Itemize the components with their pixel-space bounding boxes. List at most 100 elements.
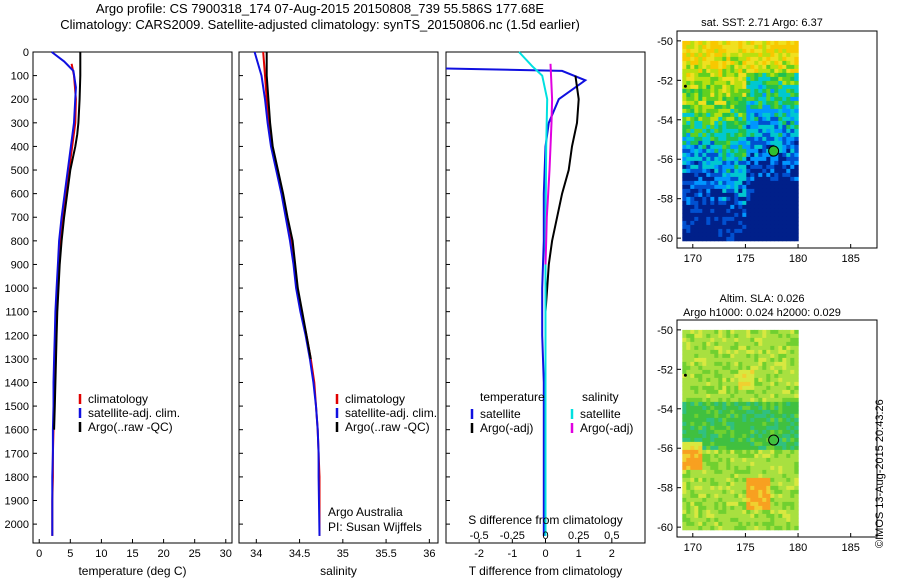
heat-cell	[694, 357, 699, 363]
heat-cell	[726, 224, 731, 230]
heat-cell	[722, 184, 727, 190]
heat-cell	[714, 525, 719, 531]
heat-cell	[766, 108, 771, 114]
heat-cell	[778, 345, 783, 351]
heat-cell	[718, 200, 723, 206]
heat-cell	[686, 393, 691, 399]
heat-cell	[750, 200, 755, 206]
heat-cell	[790, 108, 795, 114]
heat-cell	[714, 421, 719, 427]
heat-cell	[770, 349, 775, 355]
heat-cell	[774, 136, 779, 142]
heat-cell	[794, 425, 799, 431]
heat-cell	[734, 509, 739, 515]
heat-cell	[710, 64, 715, 70]
heat-cell	[750, 369, 755, 375]
heat-cell	[738, 112, 743, 118]
heat-cell	[730, 168, 735, 174]
heat-cell	[722, 72, 727, 78]
heat-cell	[702, 429, 707, 435]
heat-cell	[730, 152, 735, 158]
heat-cell	[786, 112, 791, 118]
heat-cell	[682, 140, 687, 146]
heat-cell	[714, 501, 719, 507]
heat-cell	[702, 112, 707, 118]
heat-cell	[742, 84, 747, 90]
heat-cell	[786, 220, 791, 226]
heat-cell	[754, 152, 759, 158]
heat-cell	[782, 485, 787, 491]
heat-cell	[746, 469, 751, 475]
heat-cell	[726, 124, 731, 130]
heat-cell	[730, 401, 735, 407]
heat-cell	[682, 453, 687, 459]
heat-cell	[726, 517, 731, 523]
heat-cell	[750, 232, 755, 238]
heat-cell	[730, 405, 735, 411]
heat-cell	[758, 457, 763, 463]
heat-cell	[682, 196, 687, 202]
heat-cell	[742, 437, 747, 443]
heat-cell	[746, 180, 751, 186]
heat-cell	[718, 124, 723, 130]
heat-cell	[762, 381, 767, 387]
heat-cell	[726, 120, 731, 126]
heat-cell	[766, 421, 771, 427]
heat-cell	[730, 148, 735, 154]
heat-cell	[730, 44, 735, 50]
heat-cell	[686, 389, 691, 395]
heat-cell	[770, 212, 775, 218]
heat-cell	[786, 357, 791, 363]
heat-cell	[682, 124, 687, 130]
heat-cell	[690, 176, 695, 182]
heat-cell	[750, 461, 755, 467]
heat-cell	[698, 477, 703, 483]
heat-cell	[742, 236, 747, 242]
heat-cell	[694, 373, 699, 379]
heat-cell	[778, 216, 783, 222]
heat-cell	[722, 52, 727, 58]
heat-cell	[714, 493, 719, 499]
heat-cell	[746, 409, 751, 415]
heat-cell	[774, 381, 779, 387]
heat-cell	[786, 56, 791, 62]
heat-cell	[686, 148, 691, 154]
heat-cell	[770, 473, 775, 479]
heat-cell	[706, 84, 711, 90]
heat-cell	[746, 236, 751, 242]
heat-cell	[730, 501, 735, 507]
heat-cell	[718, 148, 723, 154]
heat-cell	[766, 172, 771, 178]
heat-cell	[686, 72, 691, 78]
heat-cell	[742, 341, 747, 347]
heat-cell	[734, 441, 739, 447]
heat-cell	[746, 505, 751, 511]
heat-cell	[778, 156, 783, 162]
s-tick-label: -0.5	[470, 530, 489, 542]
heat-cell	[746, 120, 751, 126]
heat-cell	[730, 425, 735, 431]
heat-cell	[762, 457, 767, 463]
heat-cell	[742, 52, 747, 58]
heat-cell	[694, 445, 699, 451]
heat-cell	[682, 481, 687, 487]
heat-cell	[790, 373, 795, 379]
heat-cell	[746, 417, 751, 423]
heat-cell	[786, 453, 791, 459]
heat-cell	[754, 465, 759, 471]
heat-cell	[758, 136, 763, 142]
heat-cell	[706, 433, 711, 439]
heat-cell	[730, 176, 735, 182]
heat-cell	[762, 497, 767, 503]
heat-cell	[714, 120, 719, 126]
heat-cell	[754, 220, 759, 226]
heat-cell	[698, 437, 703, 443]
heat-cell	[738, 429, 743, 435]
heat-cell	[722, 337, 727, 343]
heat-cell	[778, 124, 783, 130]
heat-cell	[770, 220, 775, 226]
heat-cell	[686, 409, 691, 415]
heat-cell	[718, 477, 723, 483]
heat-cell	[686, 413, 691, 419]
heat-cell	[786, 345, 791, 351]
